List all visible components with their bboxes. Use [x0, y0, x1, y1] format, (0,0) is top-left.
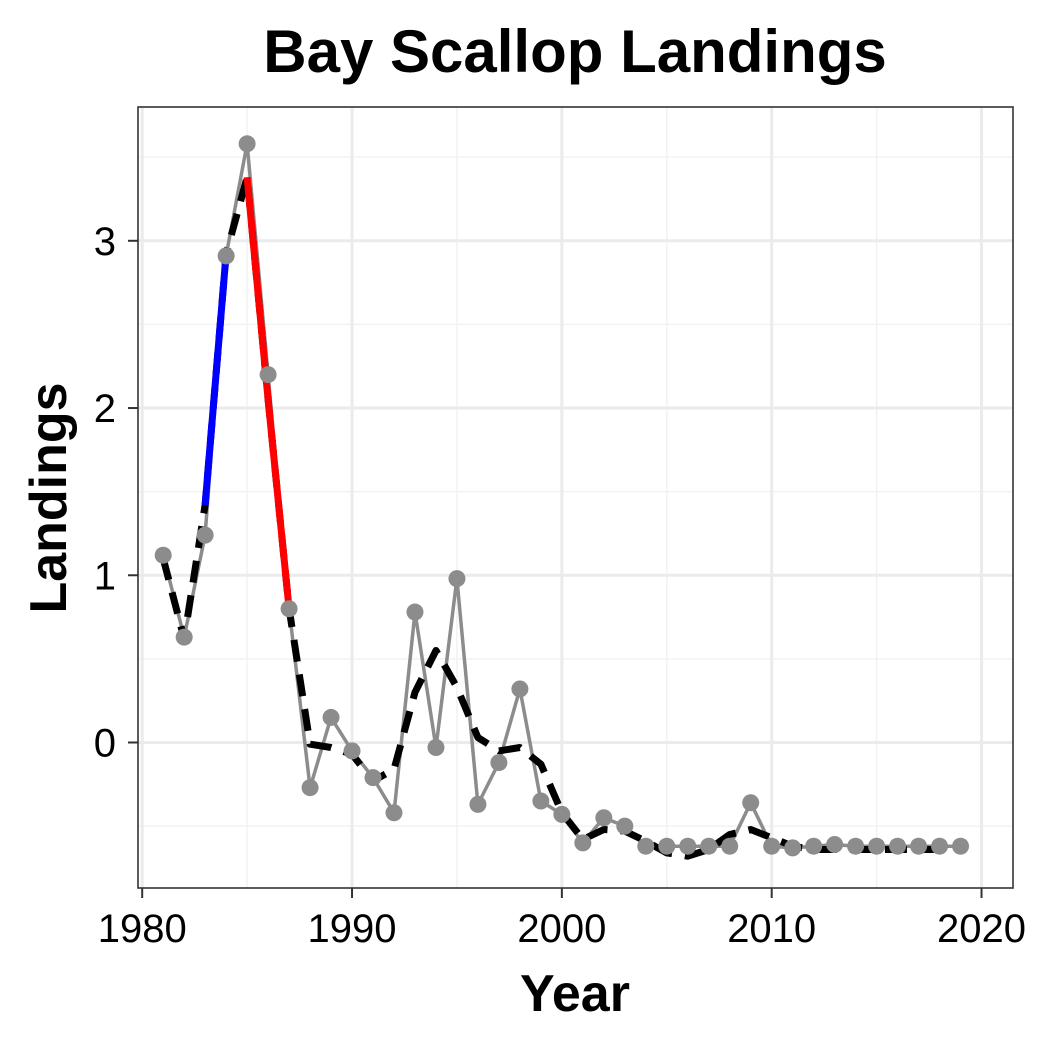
x-tick-label: 2010	[727, 907, 816, 951]
x-tick-label: 2000	[517, 907, 606, 951]
data-point	[511, 680, 529, 698]
data-point	[343, 742, 361, 760]
data-point	[805, 837, 823, 855]
chart-title: Bay Scallop Landings	[263, 18, 886, 85]
data-point	[826, 836, 844, 854]
data-point	[448, 570, 466, 588]
increase-segment	[201, 253, 230, 506]
data-point	[469, 795, 487, 813]
data-point	[595, 809, 613, 827]
decrease-segment	[243, 176, 293, 610]
data-point	[784, 839, 802, 857]
data-point	[406, 603, 424, 621]
data-point	[490, 754, 508, 772]
data-point	[553, 805, 571, 823]
plot-panel	[138, 107, 1013, 888]
data-point	[175, 628, 193, 646]
data-point	[259, 366, 277, 384]
data-point	[280, 600, 298, 618]
y-tick-label: 2	[94, 387, 116, 431]
trend-line	[159, 173, 961, 860]
data-point	[700, 837, 718, 855]
x-tick-label: 2020	[937, 907, 1026, 951]
tick-layer: 1980 1990 2000 2010 2020 0 1 2 3	[94, 220, 1026, 951]
data-point	[301, 779, 319, 797]
data-point	[637, 837, 655, 855]
y-axis-title: Landings	[20, 382, 78, 613]
data-point	[364, 769, 382, 787]
data-point	[658, 837, 676, 855]
x-axis-title: Year	[520, 965, 630, 1023]
data-point	[238, 135, 256, 153]
data-point	[217, 247, 235, 265]
data-point	[154, 546, 172, 564]
data-point	[679, 837, 697, 855]
y-tick-label: 3	[94, 220, 116, 264]
x-tick-label: 1990	[308, 907, 397, 951]
data-point	[868, 837, 886, 855]
data-point	[952, 837, 970, 855]
data-point	[196, 526, 214, 544]
plot-border	[137, 106, 1014, 889]
data-point	[532, 792, 550, 810]
y-tick-label: 1	[94, 554, 116, 598]
data-point	[322, 708, 340, 726]
data-point	[931, 837, 949, 855]
data-point	[616, 817, 634, 835]
series-layer	[154, 135, 970, 860]
data-point	[910, 837, 928, 855]
data-point	[385, 804, 403, 822]
grid-layer	[138, 107, 1013, 888]
data-point	[847, 837, 865, 855]
x-tick-label: 1980	[98, 907, 187, 951]
data-point	[763, 837, 781, 855]
data-point	[889, 837, 907, 855]
y-tick-label: 0	[94, 722, 116, 766]
data-point	[742, 794, 760, 812]
data-point	[574, 834, 592, 852]
data-point	[427, 739, 445, 757]
data-point	[721, 837, 739, 855]
